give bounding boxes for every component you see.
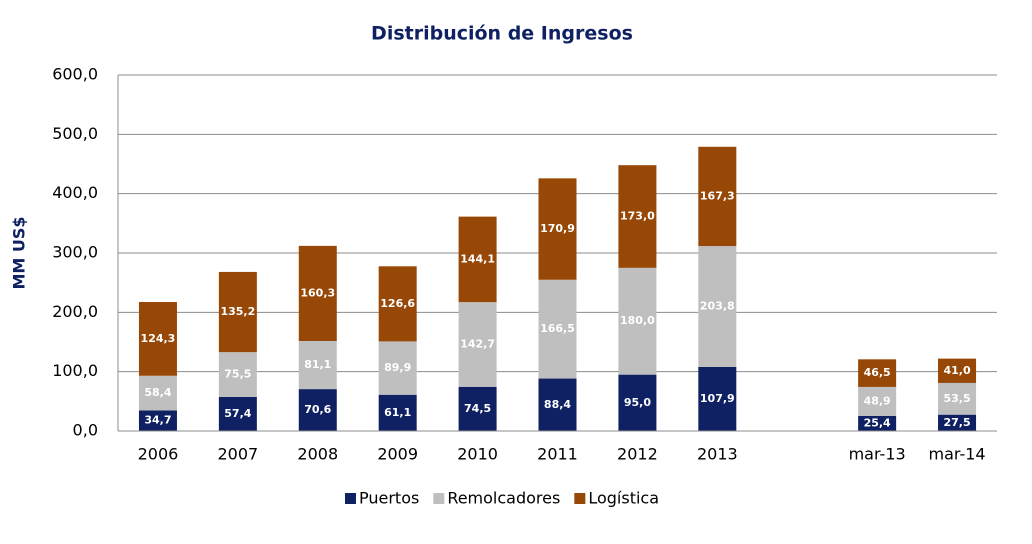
chart-title: Distribución de Ingresos (371, 23, 633, 45)
x-tick-label: 2012 (617, 445, 658, 464)
value-label: 89,9 (384, 361, 411, 374)
bar-segment (938, 414, 977, 431)
y-tick-label: 100,0 (52, 361, 98, 380)
legend-swatch (574, 493, 586, 504)
value-label: 53,5 (943, 392, 970, 405)
y-tick-label: 300,0 (52, 243, 98, 262)
value-label: 48,9 (864, 394, 891, 407)
x-tick-label: 2008 (297, 445, 338, 464)
value-label: 25,4 (864, 416, 891, 429)
value-label: 124,3 (141, 332, 176, 345)
bar-segment (618, 267, 657, 375)
value-label: 170,9 (540, 222, 575, 235)
legend-label: Puertos (359, 489, 419, 508)
y-tick-label: 600,0 (52, 65, 98, 84)
value-label: 81,1 (304, 358, 331, 371)
x-tick-label: 2011 (537, 445, 578, 464)
value-label: 180,0 (620, 314, 655, 327)
bar-segment (938, 382, 977, 415)
bar-segment (538, 178, 577, 280)
value-label: 203,8 (700, 300, 735, 313)
x-tick-label: 2006 (138, 445, 179, 464)
y-tick-label: 400,0 (52, 183, 98, 202)
value-label: 126,6 (380, 297, 415, 310)
bar-segment (858, 359, 897, 387)
bar-segment (698, 246, 737, 367)
bar-segment (298, 245, 337, 341)
bar-segment (618, 374, 657, 431)
value-label: 57,4 (224, 407, 251, 420)
bar-segment (458, 302, 497, 387)
bar-segment (538, 279, 577, 379)
value-label: 75,5 (224, 368, 251, 381)
bar-segment (298, 340, 337, 390)
value-label: 46,5 (864, 366, 891, 379)
value-label: 135,2 (220, 305, 255, 318)
legend-swatch (344, 493, 356, 504)
value-label: 95,0 (624, 396, 651, 409)
value-label: 173,0 (620, 210, 655, 223)
value-label: 41,0 (943, 364, 970, 377)
value-label: 34,7 (144, 414, 171, 427)
y-tick-label: 200,0 (52, 302, 98, 321)
bar-segment (538, 378, 577, 431)
y-tick-label: 0,0 (73, 421, 98, 440)
x-tick-label: 2013 (697, 445, 738, 464)
bar-segment (138, 410, 177, 431)
value-label: 107,9 (700, 392, 735, 405)
bar-segment (938, 358, 977, 383)
value-label: 166,5 (540, 322, 575, 335)
bar-segment (858, 386, 897, 416)
value-label: 144,1 (460, 252, 495, 265)
value-label: 58,4 (144, 386, 171, 399)
x-tick-label: 2010 (457, 445, 498, 464)
bar-segment (458, 386, 497, 431)
value-label: 142,7 (460, 337, 495, 350)
bar-segment (298, 389, 337, 431)
x-tick-label: 2009 (377, 445, 418, 464)
bar-segment (218, 396, 257, 431)
legend-label: Logística (588, 489, 659, 508)
bar-segment (458, 216, 497, 303)
value-label: 70,6 (304, 403, 331, 416)
value-label: 74,5 (464, 402, 491, 415)
bar-segment (618, 165, 657, 268)
legend-label: Remolcadores (447, 489, 560, 508)
value-label: 160,3 (300, 286, 335, 299)
bar-segment (378, 394, 417, 431)
bar-segment (698, 366, 737, 431)
bar-segment (218, 352, 257, 397)
value-label: 27,5 (943, 416, 970, 429)
y-tick-label: 500,0 (52, 124, 98, 143)
x-tick-label: mar-14 (929, 445, 986, 464)
bar-segment (138, 302, 177, 376)
value-label: 167,3 (700, 189, 735, 202)
value-label: 88,4 (544, 398, 571, 411)
y-axis-label: MM US$ (10, 216, 29, 289)
value-label: 61,1 (384, 406, 411, 419)
x-tick-label: mar-13 (849, 445, 906, 464)
bar-segment (218, 271, 257, 353)
bar-segment (698, 146, 737, 247)
bar-segment (858, 415, 897, 431)
bar-segment (378, 341, 417, 395)
bar-segment (378, 266, 417, 342)
bar-segment (138, 375, 177, 411)
legend-swatch (433, 493, 445, 504)
x-tick-label: 2007 (218, 445, 259, 464)
